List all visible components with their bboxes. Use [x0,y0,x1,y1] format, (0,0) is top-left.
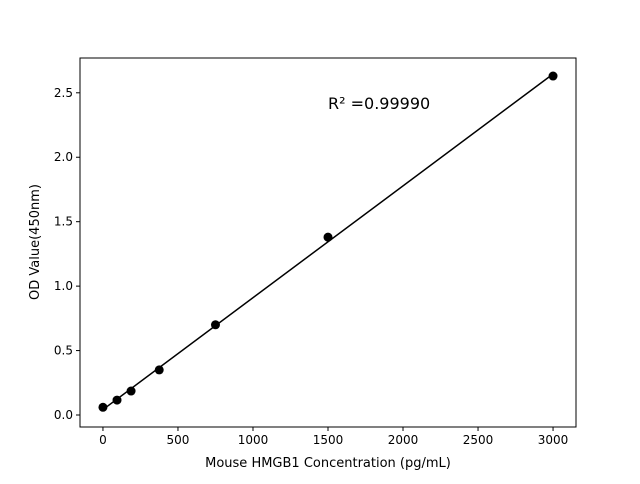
x-axis-label: Mouse HMGB1 Concentration (pg/mL) [205,456,451,471]
data-point [323,232,333,242]
data-point [112,395,122,405]
data-point [126,386,136,396]
data-point [548,71,558,81]
r-squared-annotation: R² =0.99990 [328,94,430,113]
x-tick-label: 1500 [313,433,344,447]
y-tick-label: 2.0 [54,150,73,164]
data-point [210,320,220,330]
x-tick-label: 0 [99,433,107,447]
x-tick-label: 2500 [463,433,494,447]
y-tick-label: 0.0 [54,408,73,422]
data-point [154,365,164,375]
y-tick-label: 1.0 [54,279,73,293]
x-tick-label: 3000 [538,433,569,447]
y-tick-label: 1.5 [54,215,73,229]
data-point [98,402,108,412]
x-tick-label: 2000 [388,433,419,447]
y-tick-label: 0.5 [54,344,73,358]
y-axis-label: OD Value(450nm) [28,184,43,300]
fit-line [102,73,554,411]
x-tick-label: 500 [167,433,190,447]
y-tick-label: 2.5 [54,86,73,100]
x-tick-label: 1000 [238,433,269,447]
